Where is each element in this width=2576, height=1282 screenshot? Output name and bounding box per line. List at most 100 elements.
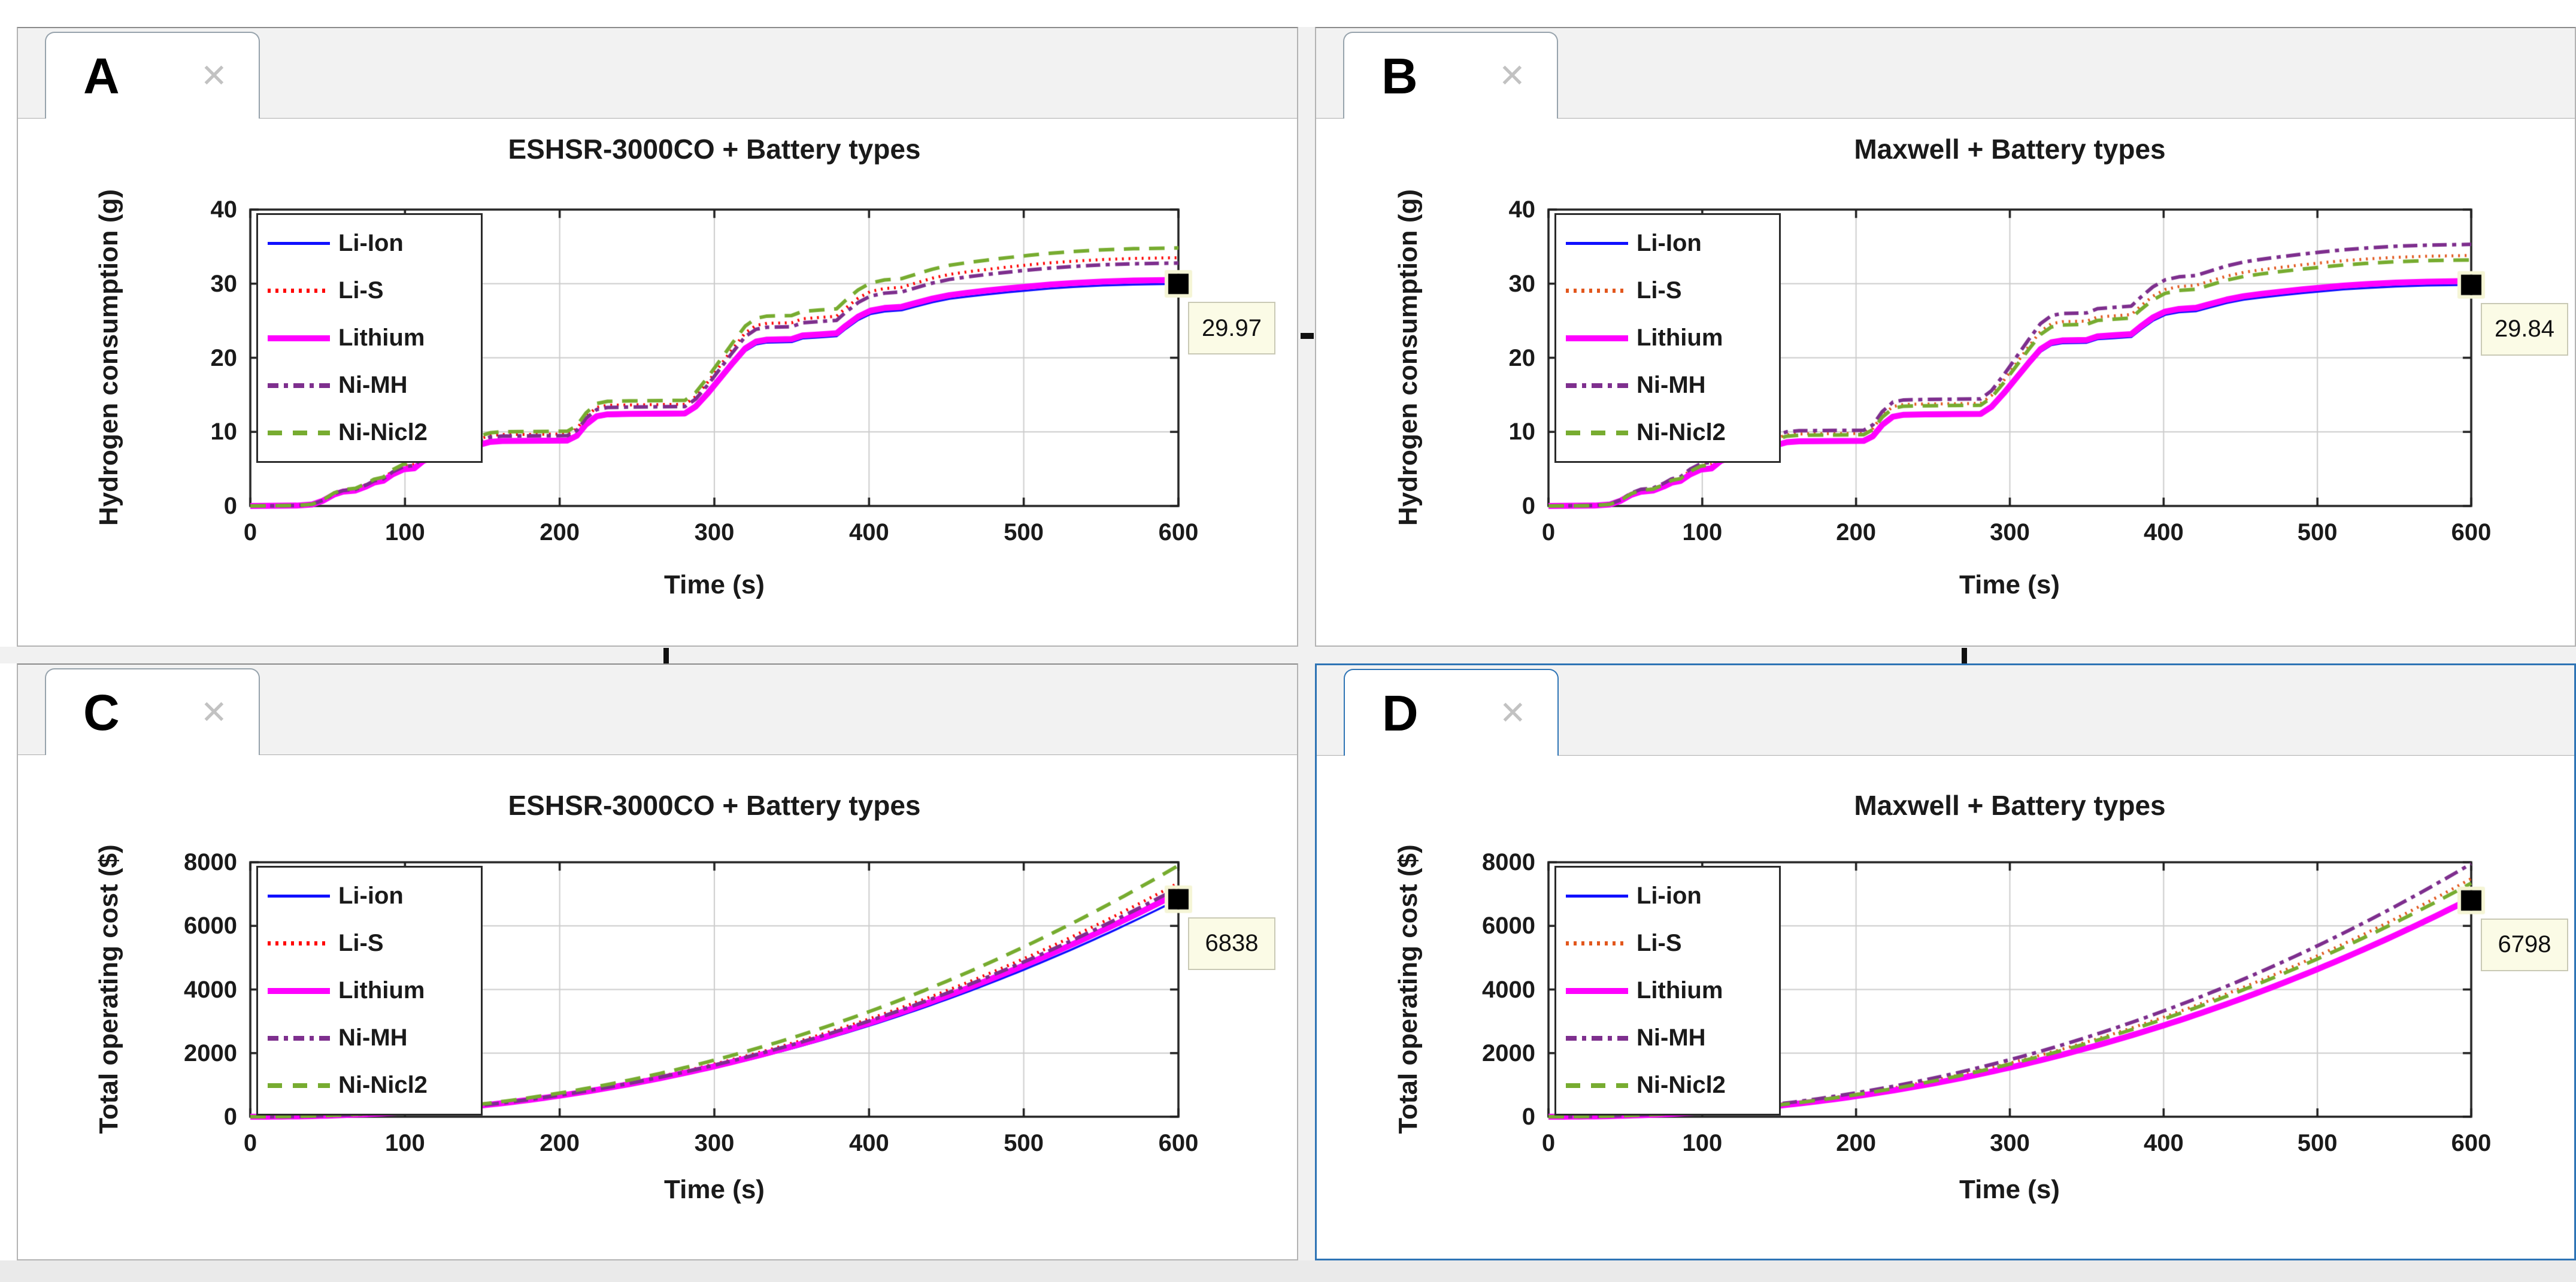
legend-label: Li-S xyxy=(1636,277,1682,304)
legend-label: Li-S xyxy=(338,277,384,304)
legend-label: Ni-Nicl2 xyxy=(338,419,428,445)
legend-line-sample xyxy=(268,430,330,435)
legend-entry: Li-S xyxy=(1556,920,1779,967)
legend-label: Li-S xyxy=(1636,930,1682,956)
legend: Li-ion Li-S Lithium Ni-MH Ni-Nicl2 xyxy=(256,866,483,1116)
y-axis-label: Hydrogen consumption (g) xyxy=(94,189,123,526)
datatip-value[interactable]: 6838 xyxy=(1188,917,1275,970)
x-axis-label: Time (s) xyxy=(664,570,765,599)
y-axis-label: Total operating cost ($) xyxy=(1393,844,1423,1134)
y-tick-label: 40 xyxy=(210,196,238,223)
tab-c[interactable]: C ✕ xyxy=(45,668,260,755)
legend-entry: Ni-Nicl2 xyxy=(1556,1062,1779,1109)
legend-label: Ni-Nicl2 xyxy=(1636,419,1726,445)
legend-line-sample xyxy=(1566,335,1628,341)
legend-entry: Lithium xyxy=(1556,967,1779,1014)
tab-label: D xyxy=(1382,684,1419,741)
legend-entry: Li-S xyxy=(258,267,481,314)
legend-label: Ni-Nicl2 xyxy=(1636,1072,1726,1098)
y-tick-label: 8000 xyxy=(1482,849,1535,875)
close-icon[interactable]: ✕ xyxy=(200,694,228,731)
close-icon[interactable]: ✕ xyxy=(1499,695,1526,731)
tab-bar: D ✕ xyxy=(1317,665,2574,756)
legend-entry: Lithium xyxy=(258,967,481,1014)
y-tick-label: 0 xyxy=(1457,1105,1535,1129)
legend-label: Ni-MH xyxy=(338,1025,408,1051)
legend-line-sample xyxy=(268,289,330,293)
bottom-strip xyxy=(0,1260,2576,1282)
legend-entry: Li-ion xyxy=(258,872,481,920)
legend-label: Li-S xyxy=(338,930,384,956)
legend-entry: Li-S xyxy=(1556,267,1779,314)
close-icon[interactable]: ✕ xyxy=(1498,57,1526,94)
plot-title: Maxwell + Battery types xyxy=(1854,790,2166,821)
tab-label: C xyxy=(83,684,120,741)
column-splitter[interactable] xyxy=(1298,27,1315,1260)
plot-title: Maxwell + Battery types xyxy=(1854,134,2166,165)
legend-line-sample xyxy=(1566,289,1628,293)
legend-label: Li-ion xyxy=(1636,883,1702,909)
legend: Li-ion Li-S Lithium Ni-MH Ni-Nicl2 xyxy=(1554,866,1781,1116)
y-tick-label: 4000 xyxy=(1482,976,1535,1003)
legend-line-sample xyxy=(1566,1035,1628,1041)
tab-a[interactable]: A ✕ xyxy=(45,32,260,119)
x-axis-label: Time (s) xyxy=(1959,1175,2060,1204)
x-axis-label: Time (s) xyxy=(664,1175,765,1204)
y-axis-label: Hydrogen consumption (g) xyxy=(1393,189,1423,526)
legend-entry: Lithium xyxy=(258,314,481,362)
plot-title: ESHSR-3000CO + Battery types xyxy=(508,790,921,821)
y-tick-label: 20 xyxy=(210,344,238,371)
tab-b[interactable]: B ✕ xyxy=(1343,32,1558,119)
tab-bar: A ✕ xyxy=(18,28,1297,119)
datatip-value[interactable]: 6798 xyxy=(2481,918,2568,971)
legend: Li-Ion Li-S Lithium Ni-MH Ni-Nicl2 xyxy=(256,213,483,463)
legend-line-sample xyxy=(268,1083,330,1088)
legend-line-sample xyxy=(1566,987,1628,994)
splitter-handle[interactable] xyxy=(663,648,669,663)
y-tick-label: 4000 xyxy=(184,976,237,1003)
y-tick-label: 2000 xyxy=(1482,1039,1535,1066)
legend-line-sample xyxy=(268,242,330,245)
legend-entry: Ni-MH xyxy=(258,362,481,409)
legend-line-sample xyxy=(1566,895,1628,898)
datatip-value[interactable]: 29.97 xyxy=(1188,302,1275,355)
legend-line-sample xyxy=(1566,1083,1628,1088)
y-tick-label: 30 xyxy=(210,270,238,297)
x-axis-label: Time (s) xyxy=(1959,570,2060,599)
y-tick-label: 30 xyxy=(1508,270,1536,297)
splitter-handle[interactable] xyxy=(1301,333,1314,339)
row-splitter[interactable] xyxy=(0,647,2576,663)
legend-label: Lithium xyxy=(1636,977,1723,1004)
legend: Li-Ion Li-S Lithium Ni-MH Ni-Nicl2 xyxy=(1554,213,1781,463)
y-tick-label: 0 xyxy=(159,1105,237,1129)
legend-label: Ni-MH xyxy=(1636,1025,1706,1051)
y-tick-label: 8000 xyxy=(184,849,237,875)
legend-label: Li-Ion xyxy=(1636,230,1702,256)
legend-entry: Ni-MH xyxy=(1556,1014,1779,1062)
y-tick-label: 0 xyxy=(1457,494,1535,518)
legend-entry: Li-Ion xyxy=(258,220,481,267)
close-icon[interactable]: ✕ xyxy=(200,57,228,94)
legend-label: Li-ion xyxy=(338,883,404,909)
splitter-handle[interactable] xyxy=(1962,648,1967,663)
tab-bar: C ✕ xyxy=(18,665,1297,755)
tab-label: B xyxy=(1381,47,1418,104)
legend-line-sample xyxy=(268,941,330,945)
legend-line-sample xyxy=(268,987,330,994)
legend-line-sample xyxy=(1566,941,1628,945)
legend-line-sample xyxy=(1566,430,1628,435)
legend-entry: Ni-MH xyxy=(1556,362,1779,409)
legend-line-sample xyxy=(268,1035,330,1041)
legend-entry: Ni-Nicl2 xyxy=(258,409,481,456)
y-tick-label: 40 xyxy=(1508,196,1536,223)
legend-line-sample xyxy=(1566,242,1628,245)
legend-label: Ni-Nicl2 xyxy=(338,1072,428,1098)
legend-label: Lithium xyxy=(338,977,425,1004)
tab-d[interactable]: D ✕ xyxy=(1344,669,1559,756)
legend-label: Lithium xyxy=(1636,325,1723,351)
datatip-value[interactable]: 29.84 xyxy=(2481,302,2568,356)
legend-line-sample xyxy=(268,383,330,388)
legend-entry: Ni-Nicl2 xyxy=(1556,409,1779,456)
y-tick-label: 6000 xyxy=(184,913,237,939)
